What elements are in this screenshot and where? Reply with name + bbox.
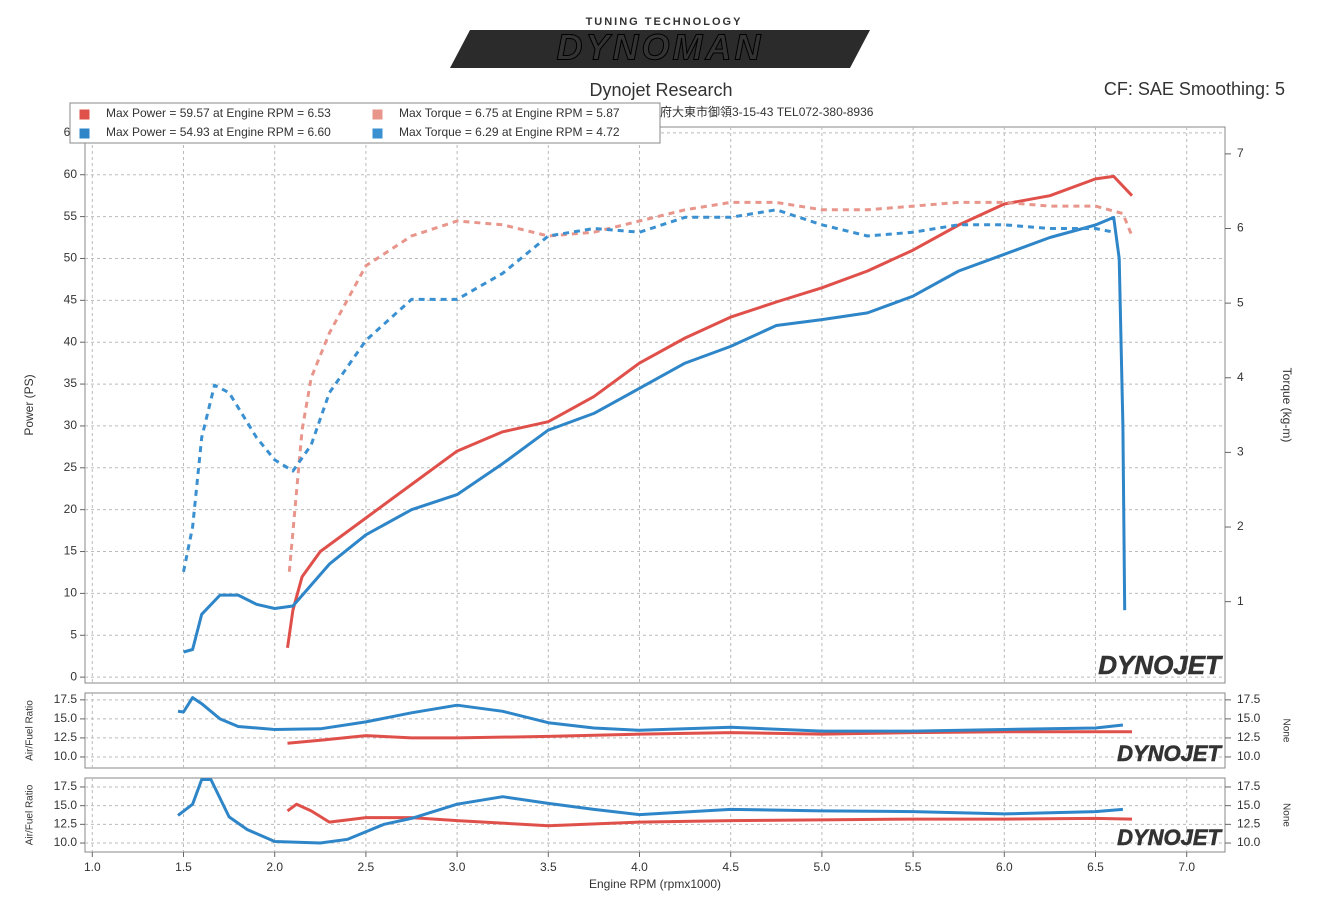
x-tick-label: 1.0 bbox=[84, 860, 101, 874]
legend-label: Max Torque = 6.75 at Engine RPM = 5.87 bbox=[399, 106, 620, 120]
y-tick-label: 25 bbox=[64, 460, 78, 474]
series-line bbox=[183, 215, 1127, 654]
y-axis-label: Air/Fuel Ratio bbox=[25, 784, 36, 845]
logo-brand: DYNOMAN bbox=[557, 27, 764, 68]
logo-banner bbox=[450, 30, 870, 68]
y2-tick-label: 17.5 bbox=[1237, 779, 1261, 793]
legend-swatch bbox=[78, 127, 91, 140]
watermark: DYNOJET bbox=[1117, 825, 1222, 850]
settings: CF: SAE Smoothing: 5 bbox=[1104, 79, 1285, 99]
series-line bbox=[286, 802, 1133, 828]
x-tick-label: 2.5 bbox=[358, 860, 375, 874]
y2-tick-label: 3 bbox=[1237, 445, 1244, 459]
address: 府大東市御領3-15-43 TEL072-380-8936 bbox=[660, 104, 874, 119]
series-line bbox=[287, 200, 1134, 572]
series-line bbox=[182, 208, 1114, 573]
y-axis-label: Air/Fuel Ratio bbox=[25, 700, 36, 761]
y2-axis-label: None bbox=[1280, 719, 1291, 743]
x-tick-label: 5.0 bbox=[814, 860, 831, 874]
y-tick-label: 10.0 bbox=[54, 749, 78, 763]
legend-label: Max Power = 54.93 at Engine RPM = 6.60 bbox=[106, 125, 331, 139]
logo-tagline: TUNING TECHNOLOGY bbox=[586, 16, 743, 28]
y-tick-label: 40 bbox=[64, 334, 78, 348]
y-tick-label: 60 bbox=[64, 167, 78, 181]
y2-tick-label: 7 bbox=[1237, 146, 1244, 160]
x-tick-label: 7.0 bbox=[1178, 860, 1195, 874]
y-tick-label: 5 bbox=[70, 627, 77, 641]
y-tick-label: 10.0 bbox=[54, 835, 78, 849]
x-tick-label: 1.5 bbox=[175, 860, 192, 874]
y-tick-label: 45 bbox=[64, 293, 78, 307]
y2-tick-label: 12.5 bbox=[1237, 730, 1261, 744]
y2-tick-label: 2 bbox=[1237, 519, 1244, 533]
y-tick-label: 30 bbox=[64, 418, 78, 432]
y-tick-label: 0 bbox=[70, 669, 77, 683]
y-tick-label: 35 bbox=[64, 376, 78, 390]
series-line bbox=[287, 730, 1132, 745]
y2-tick-label: 6 bbox=[1237, 221, 1244, 235]
legend-label: Max Torque = 6.29 at Engine RPM = 4.72 bbox=[399, 125, 620, 139]
y2-axis-label: Torque (kg-m) bbox=[1280, 368, 1294, 443]
watermark: DYNOJET bbox=[1098, 650, 1223, 680]
title: Dynojet Research bbox=[589, 80, 732, 100]
y-axis-label: Power (PS) bbox=[22, 374, 36, 435]
series-line bbox=[177, 696, 1124, 733]
legend-label: Max Power = 59.57 at Engine RPM = 6.53 bbox=[106, 106, 331, 120]
y-tick-label: 17.5 bbox=[54, 779, 78, 793]
y2-axis-label: None bbox=[1280, 803, 1291, 827]
y2-tick-label: 17.5 bbox=[1237, 692, 1261, 706]
y-tick-label: 15 bbox=[64, 544, 78, 558]
y2-tick-label: 1 bbox=[1237, 594, 1244, 608]
x-tick-label: 6.0 bbox=[996, 860, 1013, 874]
y-tick-label: 20 bbox=[64, 502, 78, 516]
legend-swatch bbox=[78, 108, 91, 121]
y-tick-label: 50 bbox=[64, 251, 78, 265]
y2-tick-label: 4 bbox=[1237, 370, 1244, 384]
x-tick-label: 4.5 bbox=[722, 860, 739, 874]
y-tick-label: 12.5 bbox=[54, 730, 78, 744]
x-tick-label: 3.5 bbox=[540, 860, 557, 874]
y2-tick-label: 5 bbox=[1237, 295, 1244, 309]
y2-tick-label: 10.0 bbox=[1237, 835, 1261, 849]
plot-area bbox=[84, 126, 1226, 684]
x-tick-label: 3.0 bbox=[449, 860, 466, 874]
y2-tick-label: 15.0 bbox=[1237, 798, 1261, 812]
y2-tick-label: 15.0 bbox=[1237, 711, 1261, 725]
y-tick-label: 17.5 bbox=[54, 692, 78, 706]
watermark: DYNOJET bbox=[1117, 741, 1222, 766]
x-axis-label: Engine RPM (rpmx1000) bbox=[589, 877, 721, 891]
x-tick-label: 4.0 bbox=[631, 860, 648, 874]
legend-box bbox=[69, 102, 661, 144]
x-tick-label: 6.5 bbox=[1087, 860, 1104, 874]
y-tick-label: 15.0 bbox=[54, 711, 78, 725]
series-line bbox=[177, 778, 1124, 845]
y-tick-label: 15.0 bbox=[54, 798, 78, 812]
y-tick-label: 12.5 bbox=[54, 817, 78, 831]
y-tick-label: 10 bbox=[64, 586, 78, 600]
series-line bbox=[286, 174, 1134, 649]
y2-tick-label: 12.5 bbox=[1237, 817, 1261, 831]
legend-swatch bbox=[371, 127, 384, 140]
x-tick-label: 5.5 bbox=[905, 860, 922, 874]
y2-tick-label: 10.0 bbox=[1237, 749, 1261, 763]
legend-swatch bbox=[371, 108, 384, 121]
x-tick-label: 2.0 bbox=[266, 860, 283, 874]
y-tick-label: 55 bbox=[64, 209, 78, 223]
